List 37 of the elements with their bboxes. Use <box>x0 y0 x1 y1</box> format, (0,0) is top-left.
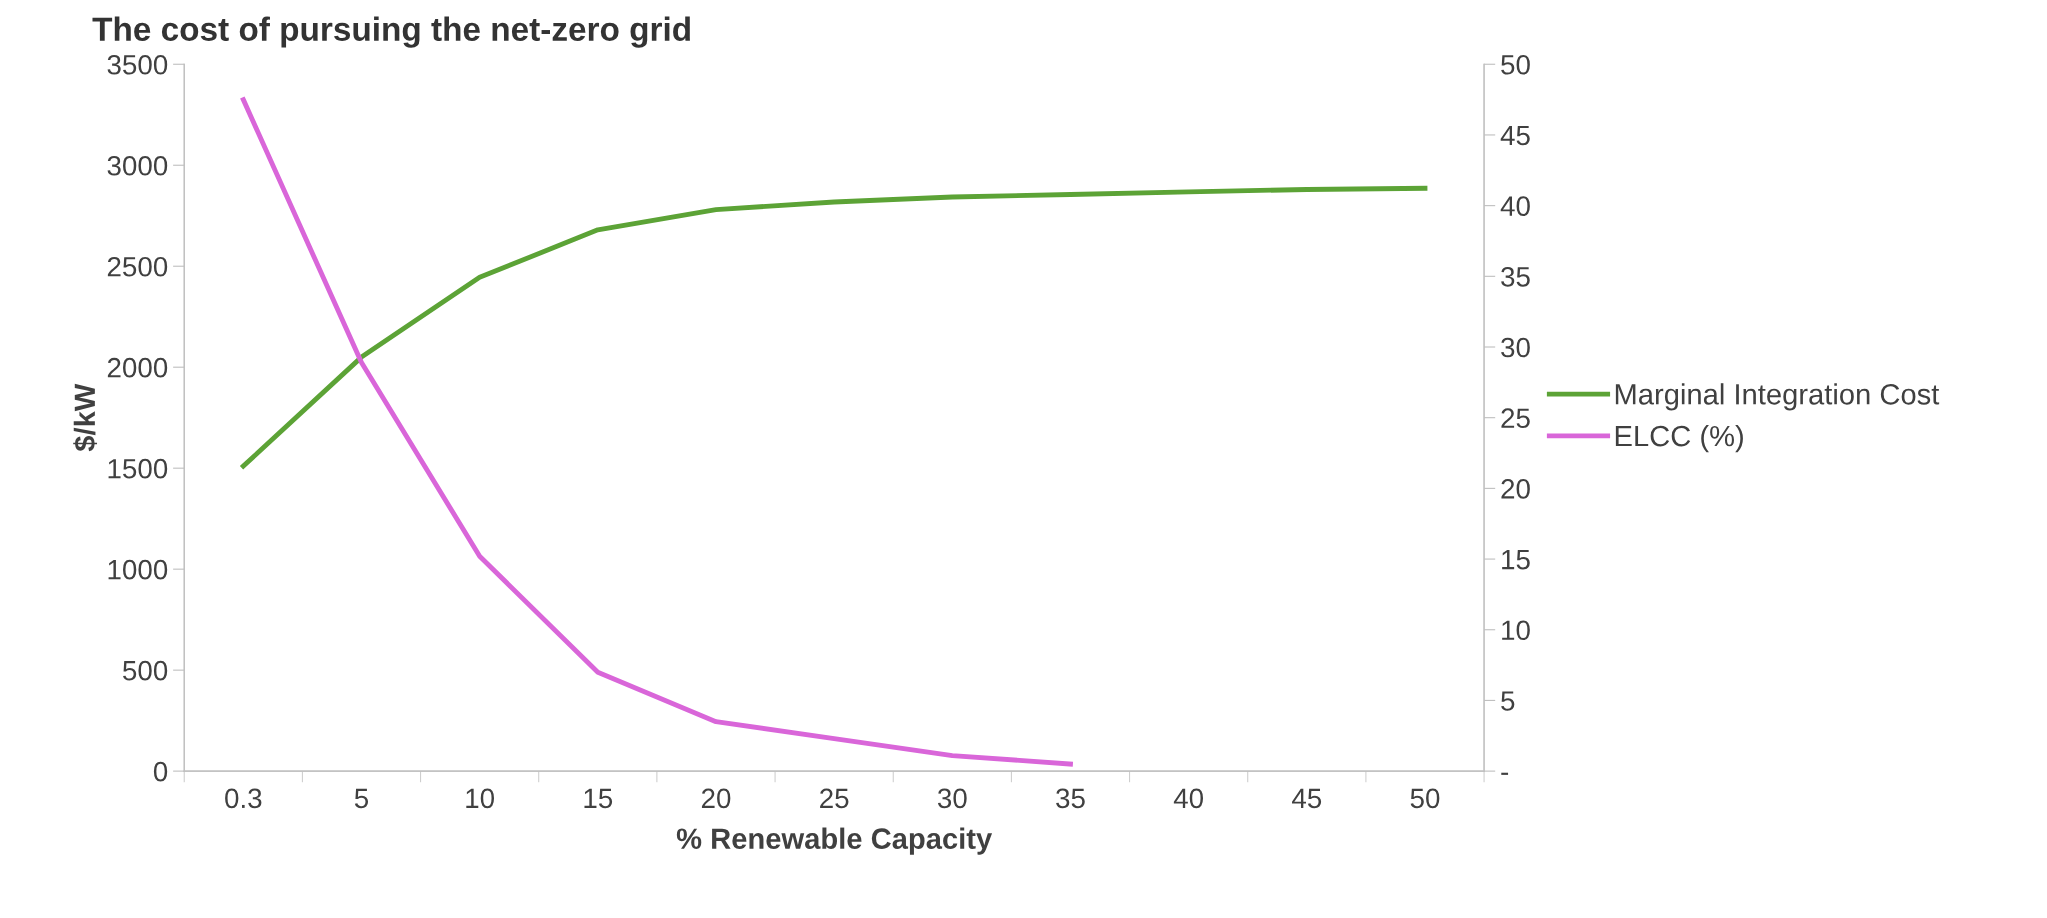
y-tick-label: 1500 <box>108 458 168 479</box>
x-tick-label: 15 <box>584 788 613 809</box>
y2-tick-label: 40 <box>1500 196 1530 216</box>
line-series <box>240 185 1428 469</box>
y2-tick-label: 10 <box>1502 620 1530 641</box>
line-series <box>240 97 1073 767</box>
x-tick-label: 30 <box>937 788 967 809</box>
y-tick-label: 3000 <box>107 155 168 176</box>
x-tick-label: 25 <box>820 788 849 809</box>
legend-label: ELCC (%) <box>1615 424 1743 453</box>
x-tick-label: 50 <box>1410 788 1440 809</box>
y2-tick-label: 5 <box>1501 691 1515 711</box>
y2-tick-label: 15 <box>1502 550 1530 570</box>
y-tick-label: 0 <box>153 761 168 782</box>
y2-tick-label: 50 <box>1501 54 1530 75</box>
y-tick-label: 1000 <box>108 559 168 580</box>
y2-tick-label: - <box>1501 772 1509 775</box>
legend-label: Marginal Integration Cost <box>1615 383 1940 411</box>
y2-tick-label: 35 <box>1501 266 1530 287</box>
y-tick-label: 3500 <box>107 54 168 75</box>
x-tick-label: 20 <box>701 788 731 809</box>
y2-tick-label: 45 <box>1500 125 1530 146</box>
x-axis-title: % Renewable Capacity <box>676 827 993 855</box>
x-tick-label: 0.3 <box>225 788 262 809</box>
y2-tick-label: 20 <box>1501 479 1530 499</box>
x-tick-label: 40 <box>1173 788 1204 809</box>
y2-tick-label: 25 <box>1501 408 1530 429</box>
y2-tick-label: 30 <box>1501 337 1530 358</box>
y-tick-label: 500 <box>123 660 168 681</box>
x-tick-label: 10 <box>466 788 495 809</box>
y-axis-title: $/kW <box>73 383 98 452</box>
x-tick-label: 5 <box>354 788 369 809</box>
y-tick-label: 2500 <box>107 256 168 277</box>
x-tick-label: 35 <box>1056 788 1085 809</box>
y-tick-label: 2000 <box>107 357 168 378</box>
x-tick-label: 45 <box>1292 788 1322 809</box>
chart-title: The cost of pursuing the net-zero grid <box>92 16 690 48</box>
